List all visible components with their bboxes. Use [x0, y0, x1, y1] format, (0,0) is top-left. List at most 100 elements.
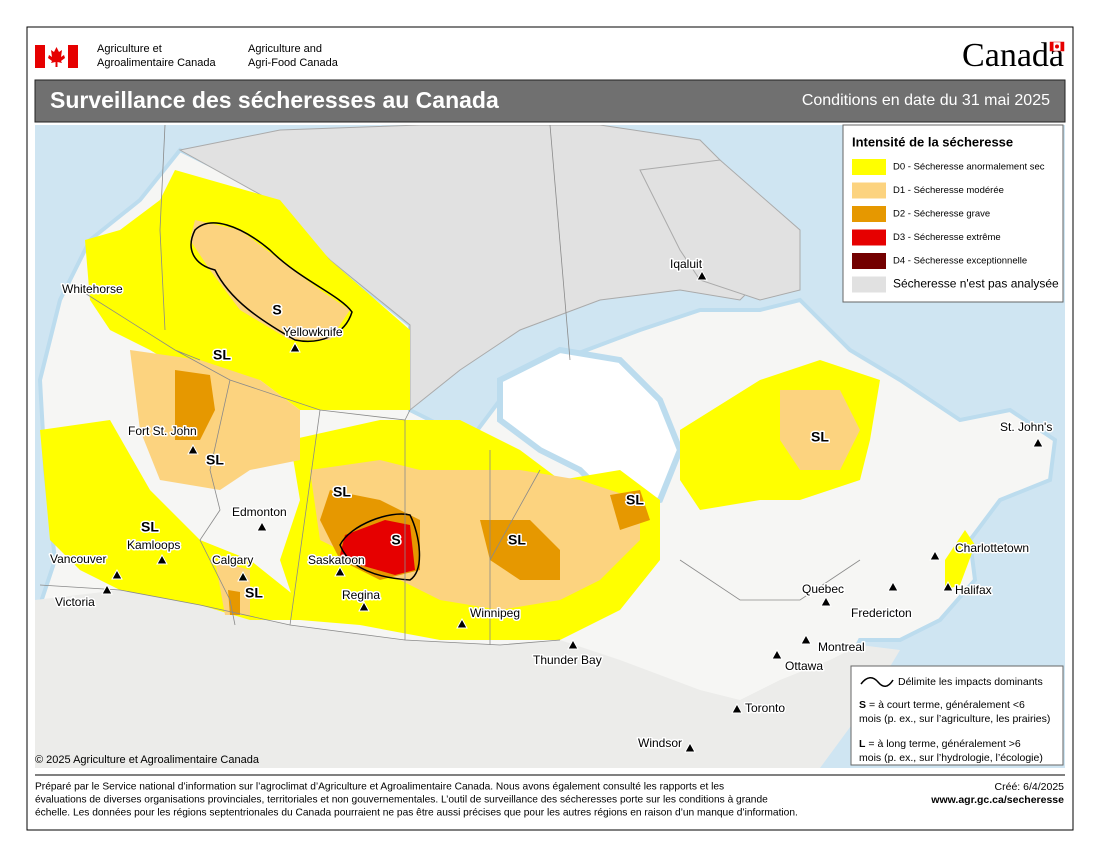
city-label: Quebec — [802, 582, 844, 596]
impact-label: SL — [213, 347, 231, 363]
footer-text: évaluations de diverses organisations pr… — [35, 795, 768, 806]
footer-text: Préparé par le Service national d’inform… — [35, 782, 724, 793]
city-marker — [929, 549, 941, 561]
city-label: Fort St. John — [128, 424, 197, 438]
legend-label: Sécheresse n'est pas analysée — [893, 277, 1059, 291]
city-label: Kamloops — [127, 538, 180, 552]
united-states — [35, 590, 900, 768]
city-label: Regina — [342, 588, 380, 602]
city-marker — [820, 595, 832, 607]
city-label: St. John's — [1000, 420, 1052, 434]
impact-label: SL — [206, 452, 224, 468]
impact-legend — [850, 665, 1064, 766]
city-label: Windsor — [638, 736, 682, 750]
impact-label: SL — [626, 492, 644, 508]
city-marker — [696, 269, 708, 281]
city-marker — [187, 443, 199, 455]
copyright: © 2025 Agriculture et Agroalimentaire Ca… — [35, 754, 260, 766]
city-marker — [731, 702, 743, 714]
impact-label: SL — [245, 585, 263, 601]
drought-area — [780, 390, 860, 470]
city-label: Ottawa — [785, 659, 823, 673]
drought-area — [215, 560, 250, 615]
impact-outline — [190, 222, 353, 342]
city-marker — [684, 741, 696, 753]
city-label: Yellowknife — [283, 325, 343, 339]
footer-text: échelle. Les données pour les régions se… — [35, 808, 798, 819]
impact-label: SL — [333, 484, 351, 500]
city-marker — [800, 633, 812, 645]
city-label: Calgary — [212, 553, 253, 567]
impact-outline — [339, 513, 421, 581]
city-marker — [887, 580, 899, 592]
city-label: Edmonton — [232, 505, 287, 519]
s-definition: mois (p. ex., sur l’agriculture, les pra… — [859, 713, 1050, 725]
legend-label: D0 - Sécheresse anormalement sec — [893, 162, 1045, 173]
s-key: S — [859, 699, 866, 711]
s-text: = à court terme, généralement <6 — [869, 699, 1025, 711]
drought-area — [130, 350, 300, 490]
cities: Whitehorse Yellowknife Fort St. John Edmont… — [49, 256, 1054, 753]
impact-label: SL — [508, 532, 526, 548]
city-label: Montreal — [818, 640, 865, 654]
date: Conditions en date du 31 mai 2025 — [802, 92, 1050, 109]
legend-swatch — [852, 253, 886, 269]
legend-label: D3 - Sécheresse extrême — [893, 232, 1001, 243]
impact-line-label: Délimite les impacts dominants — [898, 676, 1043, 688]
city-label: Toronto — [745, 701, 785, 715]
province-border — [79, 125, 861, 645]
not-analyzed — [639, 159, 801, 301]
drought-area — [190, 220, 350, 340]
drought-area — [480, 520, 560, 580]
wordmark-flag — [1049, 41, 1065, 52]
city-marker — [289, 341, 301, 353]
city-marker — [1032, 436, 1044, 448]
impact-label: SL — [811, 429, 829, 445]
legend-label: D2 - Sécheresse grave — [893, 209, 990, 220]
legend-swatch — [852, 182, 886, 199]
drought-area — [340, 520, 415, 575]
title-bar — [34, 79, 1066, 123]
wordmark: Canada — [962, 37, 1064, 74]
city-label: Iqaluit — [670, 257, 703, 271]
city-label: Fredericton — [851, 606, 912, 620]
drought-area — [228, 590, 240, 615]
impact-labels: S SL SL SL S SL SL SL SL SL — [140, 300, 831, 602]
l-definition: L = à long terme, généralement >6 — [859, 738, 1021, 750]
impact-label: SL — [141, 519, 159, 535]
legend-label: D1 - Sécheresse modérée — [893, 185, 1004, 196]
city-marker — [456, 617, 468, 629]
city-marker — [156, 553, 168, 565]
l-text: = à long terme, généralement >6 — [868, 738, 1021, 750]
city-marker — [334, 565, 346, 577]
city-marker — [111, 568, 123, 580]
agency-en: Agri-Food Canada — [248, 57, 339, 69]
drought-area — [610, 490, 650, 530]
agency-fr: Agriculture et — [97, 43, 162, 55]
impact-label: S — [391, 532, 400, 548]
flag — [35, 45, 78, 68]
legend-swatch — [852, 229, 886, 246]
city-label: Charlottetown — [955, 541, 1029, 555]
not-analyzed — [178, 125, 781, 412]
url: www.agr.gc.ca/secheresse — [930, 794, 1064, 806]
city-marker — [771, 648, 783, 660]
city-marker — [567, 638, 579, 650]
city-label: Winnipeg — [470, 606, 520, 620]
agency-fr: Agroalimentaire Canada — [97, 57, 217, 69]
agency-en: Agriculture and — [248, 43, 322, 55]
impact-label: S — [272, 302, 281, 318]
s-definition: S = à court terme, généralement <6 — [859, 699, 1025, 711]
drought-area — [175, 370, 215, 440]
drought-area — [945, 530, 975, 590]
l-definition: mois (p. ex., sur l’hydrologie, l’écolog… — [859, 752, 1043, 764]
city-marker — [358, 600, 370, 612]
city-marker — [101, 583, 113, 595]
city-label: Whitehorse — [62, 282, 123, 296]
legend-label: D4 - Sécheresse exceptionnelle — [893, 256, 1027, 267]
city-marker — [237, 570, 249, 582]
created: Créé: 6/4/2025 — [995, 781, 1065, 793]
city-label: Vancouver — [50, 552, 106, 566]
city-marker — [942, 580, 954, 592]
